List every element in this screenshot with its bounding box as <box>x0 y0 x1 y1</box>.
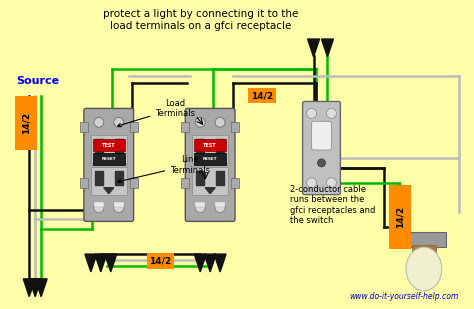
Bar <box>93 153 125 165</box>
Circle shape <box>307 178 317 188</box>
Circle shape <box>327 178 337 188</box>
Polygon shape <box>214 254 226 272</box>
Text: 2-conductor cable
runs between the
gfci receptacles and
the switch: 2-conductor cable runs between the gfci … <box>290 185 375 225</box>
Bar <box>215 201 225 206</box>
Text: Source: Source <box>16 76 59 86</box>
Circle shape <box>318 159 326 167</box>
Circle shape <box>327 108 337 118</box>
Bar <box>91 167 127 195</box>
Circle shape <box>195 203 205 213</box>
FancyBboxPatch shape <box>185 108 235 221</box>
Bar <box>182 178 189 188</box>
Bar <box>389 185 411 249</box>
Text: 14/2: 14/2 <box>22 112 31 134</box>
Bar <box>248 88 276 104</box>
Bar <box>129 178 137 188</box>
Bar <box>80 178 88 188</box>
Circle shape <box>215 203 225 213</box>
Bar <box>115 139 123 153</box>
Circle shape <box>394 232 404 242</box>
Polygon shape <box>105 254 117 272</box>
FancyBboxPatch shape <box>84 108 134 221</box>
Circle shape <box>114 117 124 127</box>
Bar <box>192 135 228 163</box>
Polygon shape <box>205 156 215 162</box>
Polygon shape <box>23 279 35 297</box>
Circle shape <box>94 117 104 127</box>
Text: Line
Terminals: Line Terminals <box>118 155 210 183</box>
Bar <box>216 171 224 185</box>
Text: RESET: RESET <box>101 157 116 161</box>
Bar <box>91 135 127 163</box>
Text: 14/2: 14/2 <box>395 205 404 227</box>
Circle shape <box>94 203 104 213</box>
Polygon shape <box>85 254 97 272</box>
FancyBboxPatch shape <box>311 121 331 150</box>
Polygon shape <box>308 39 319 57</box>
Polygon shape <box>204 254 216 272</box>
Text: RESET: RESET <box>203 157 218 161</box>
Bar <box>216 139 224 153</box>
Bar <box>80 122 88 132</box>
Circle shape <box>215 203 225 213</box>
Bar <box>196 139 204 153</box>
Polygon shape <box>194 254 206 272</box>
Text: TEST: TEST <box>102 142 116 148</box>
Text: 14/2: 14/2 <box>149 256 172 265</box>
Text: 14/2: 14/2 <box>251 91 273 100</box>
Bar <box>402 232 446 247</box>
Bar <box>95 139 103 153</box>
Bar <box>95 171 103 185</box>
Polygon shape <box>29 279 41 297</box>
Bar <box>114 201 124 206</box>
Circle shape <box>195 203 205 213</box>
Bar <box>192 167 228 195</box>
Bar <box>93 139 125 151</box>
Polygon shape <box>104 188 114 194</box>
Bar <box>194 153 226 165</box>
Bar <box>129 122 137 132</box>
FancyBboxPatch shape <box>302 101 340 195</box>
Circle shape <box>307 108 317 118</box>
Bar <box>231 178 239 188</box>
Text: TEST: TEST <box>203 142 217 148</box>
Ellipse shape <box>406 247 442 291</box>
Bar <box>15 95 37 150</box>
Circle shape <box>114 203 124 213</box>
Polygon shape <box>95 254 107 272</box>
Bar <box>196 171 204 185</box>
Polygon shape <box>35 279 47 297</box>
Bar <box>182 122 189 132</box>
Bar <box>231 122 239 132</box>
Circle shape <box>195 117 205 127</box>
Bar <box>194 139 226 151</box>
Polygon shape <box>321 39 333 57</box>
Circle shape <box>114 203 124 213</box>
Polygon shape <box>104 156 114 162</box>
Bar <box>94 201 104 206</box>
Polygon shape <box>205 188 215 194</box>
Circle shape <box>215 117 225 127</box>
Bar <box>146 253 174 269</box>
Text: www.do-it-yourself-help.com: www.do-it-yourself-help.com <box>349 292 459 301</box>
Bar <box>195 201 205 206</box>
Circle shape <box>94 203 104 213</box>
Bar <box>115 171 123 185</box>
Text: protect a light by connecting it to the
load terminals on a gfci receptacle: protect a light by connecting it to the … <box>102 9 298 31</box>
Text: Load
Terminals: Load Terminals <box>118 99 195 127</box>
Bar <box>412 245 436 257</box>
